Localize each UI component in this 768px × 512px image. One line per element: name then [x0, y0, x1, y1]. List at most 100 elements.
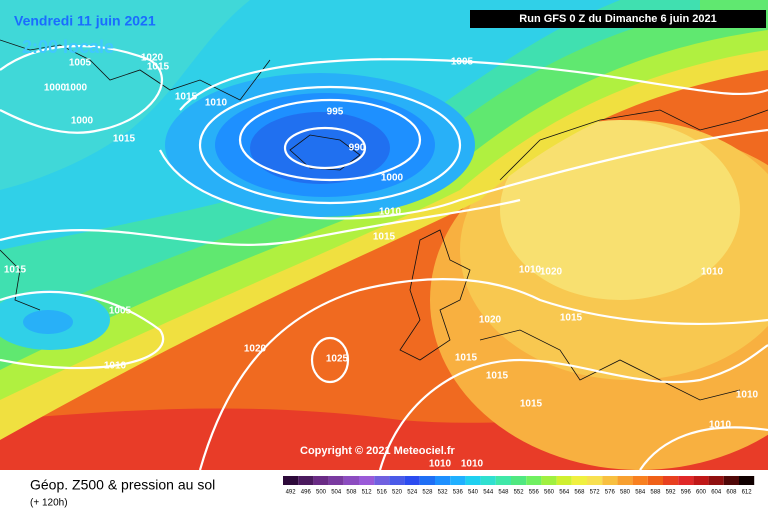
scale-swatch: [313, 476, 329, 485]
scale-label: 528: [422, 490, 433, 496]
isobar-label: 1020: [141, 53, 164, 64]
isobar-label: 1015: [560, 313, 583, 324]
isobar-label: 1020: [540, 267, 563, 278]
scale-label: 536: [453, 490, 464, 496]
scale-label: 496: [301, 490, 312, 496]
isobar-label: 1005: [451, 57, 474, 68]
isobar-label: 1015: [175, 92, 198, 103]
header: Vendredi 11 juin 2021 2:00 locale Run GF…: [14, 10, 766, 57]
color-scale: 492 496 500 504 508 512 516 520 524 528 532 536 540 5…: [283, 476, 755, 496]
isobar-label: 990: [349, 143, 366, 154]
isobar-label: 1010: [461, 459, 484, 470]
scale-swatch: [602, 476, 618, 485]
scale-swatch: [541, 476, 557, 485]
forecast-time: 2:00 locale: [22, 37, 114, 57]
isobars: [0, 44, 768, 471]
scale-swatch: [298, 476, 314, 485]
scale-label: 580: [620, 490, 631, 496]
isobar-label: 1010: [429, 459, 452, 470]
scale-swatch: [480, 476, 496, 485]
lead-time: (+ 120h): [30, 498, 68, 509]
isobar-label: 1010: [709, 420, 732, 431]
scale-label: 596: [681, 490, 692, 496]
scale-label: 572: [590, 490, 601, 496]
isobar-label: 995: [327, 107, 344, 118]
isobar-labels: 1005 102010151000100010151010100010159959…: [4, 53, 759, 470]
run-box: [470, 10, 766, 28]
scale-swatch: [617, 476, 633, 485]
isobar-label: 1005: [109, 306, 132, 317]
scale-label: 516: [377, 490, 388, 496]
scale-swatch: [723, 476, 739, 485]
scale-label: 508: [346, 490, 357, 496]
scale-label: 604: [711, 490, 722, 496]
scale-swatch: [465, 476, 481, 485]
isobar-label: 1015: [147, 62, 170, 73]
scale-swatch: [739, 476, 755, 485]
coastlines: [0, 39, 768, 401]
isobar-label: 1025: [326, 354, 349, 365]
isobar-label: 1010: [519, 265, 542, 276]
scale-swatch: [343, 476, 359, 485]
scale-swatch: [374, 476, 390, 485]
isobar-label: 1010: [701, 267, 724, 278]
scale-label: 540: [468, 490, 479, 496]
isobar-label: 1015: [113, 134, 136, 145]
scale-swatch: [693, 476, 709, 485]
scale-swatch: [495, 476, 511, 485]
forecast-date: Vendredi 11 juin 2021: [14, 13, 156, 29]
scale-label: 612: [742, 490, 753, 496]
scale-label: 600: [696, 490, 707, 496]
scale-swatch: [632, 476, 648, 485]
scale-swatch: [435, 476, 451, 485]
scale-label: 576: [605, 490, 616, 496]
scale-label: 584: [635, 490, 646, 496]
scale-label: 504: [331, 490, 342, 496]
isobar-label: 1015: [455, 353, 478, 364]
scale-swatch: [328, 476, 344, 485]
scale-swatch: [511, 476, 527, 485]
isobar-label: 1015: [486, 371, 509, 382]
scale-label: 492: [286, 490, 297, 496]
copyright: Copyright © 2021 Meteociel.fr: [300, 445, 456, 457]
scale-swatch: [587, 476, 603, 485]
scale-swatch: [404, 476, 420, 485]
scale-label: 500: [316, 490, 327, 496]
scale-label: 548: [498, 490, 509, 496]
scale-swatch: [708, 476, 724, 485]
product-title: Géop. Z500 & pression au sol: [30, 477, 215, 493]
scale-label: 544: [483, 490, 494, 496]
isobar-label: 1000: [44, 83, 67, 94]
isobar-label: 1015: [373, 232, 396, 243]
isobar-label: 1010: [379, 207, 402, 218]
scale-swatch: [663, 476, 679, 485]
scale-swatch: [678, 476, 694, 485]
scale-swatch: [419, 476, 435, 485]
scale-swatch: [450, 476, 466, 485]
scale-swatch: [359, 476, 375, 485]
scale-label: 608: [726, 490, 737, 496]
isobar-label: 1010: [736, 390, 759, 401]
run-info: Run GFS 0 Z du Dimanche 6 juin 2021: [519, 13, 716, 25]
isobar-label: 1000: [65, 83, 88, 94]
scale-label: 564: [559, 490, 570, 496]
map-background: [0, 0, 768, 470]
isobar-label: 1015: [520, 399, 543, 410]
scale-label: 512: [362, 490, 373, 496]
scale-swatch: [526, 476, 542, 485]
isobar-label: 1010: [205, 98, 228, 109]
scale-label: 532: [438, 490, 449, 496]
isobar-label: 1020: [244, 344, 267, 355]
scale-label: 552: [514, 490, 525, 496]
isobar-label: 1005: [69, 58, 92, 69]
isobar-label: 1010: [104, 361, 127, 372]
isobar-label: 1015: [4, 265, 27, 276]
scale-label: 560: [544, 490, 555, 496]
scale-label: 524: [407, 490, 418, 496]
isobar-label: 1000: [71, 116, 94, 127]
scale-label: 592: [666, 490, 677, 496]
scale-swatch: [556, 476, 572, 485]
scale-swatch: [571, 476, 587, 485]
isobar-label: 1000: [381, 173, 404, 184]
